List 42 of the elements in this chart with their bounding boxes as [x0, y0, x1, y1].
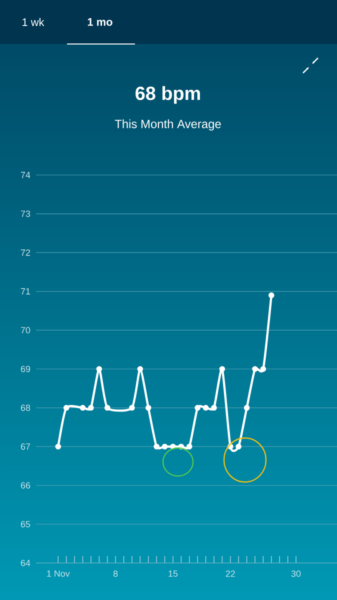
chart-title: 68 bpm	[135, 86, 200, 104]
point	[236, 444, 242, 450]
point	[162, 444, 168, 450]
text: 1 wk	[22, 18, 44, 26]
y-tick-label: 74	[20, 172, 30, 178]
point	[88, 404, 94, 411]
x-tick-label: 1 Nov	[46, 570, 70, 577]
y-tick-label: 68	[20, 404, 30, 411]
point	[145, 404, 152, 411]
y-tick-label: 67	[20, 443, 30, 450]
point	[96, 366, 102, 372]
point	[154, 444, 160, 450]
point	[252, 366, 258, 372]
y-tick-label: 71	[20, 288, 30, 294]
x-tick-label: 22	[226, 570, 235, 577]
chart-subtitle: This Month Average	[114, 119, 221, 131]
point	[260, 366, 266, 372]
point	[244, 404, 250, 411]
point	[128, 404, 135, 411]
point	[80, 404, 86, 411]
x-tick-label: 15	[168, 570, 178, 577]
point	[63, 404, 70, 411]
point	[194, 404, 200, 411]
point	[137, 366, 143, 372]
x-tick-label: 30	[291, 570, 300, 577]
point	[202, 404, 209, 411]
text: 1 mo	[88, 18, 112, 26]
point	[104, 404, 110, 411]
point	[186, 444, 192, 450]
point	[219, 366, 225, 372]
point	[210, 404, 217, 411]
point	[55, 444, 61, 450]
y-tick-label: 66	[20, 482, 30, 489]
y-tick-label: 65	[20, 521, 30, 528]
y-tick-label: 70	[20, 327, 30, 334]
y-tick-label: 64	[20, 560, 30, 566]
point	[170, 444, 176, 450]
y-tick-label: 69	[20, 366, 30, 372]
x-tick-label: 8	[113, 570, 118, 577]
y-tick-label: 72	[20, 249, 30, 256]
point	[268, 292, 274, 298]
y-tick-label: 73	[20, 210, 30, 217]
